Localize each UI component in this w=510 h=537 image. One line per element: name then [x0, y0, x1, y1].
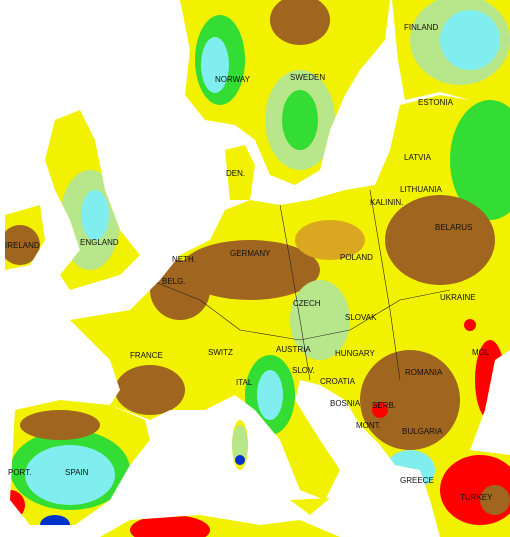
country-label: PORT.: [8, 468, 31, 477]
country-label: ENGLAND: [80, 238, 119, 247]
country-label: UKRAINE: [440, 293, 476, 302]
country-label: BELG.: [162, 277, 186, 286]
country-label: SLOVAK: [345, 313, 377, 322]
country-label: AUSTRIA: [276, 345, 311, 354]
country-labels: FINLAND NORWAY SWEDEN ESTONIA LATVIA DEN…: [5, 23, 493, 502]
country-label: GERMANY: [230, 249, 271, 258]
country-label: ROMANIA: [405, 368, 443, 377]
country-label: BOSNIA: [330, 399, 361, 408]
country-label: TURKEY: [460, 493, 493, 502]
country-label: CZECH: [293, 299, 321, 308]
country-label: KALININ.: [370, 198, 403, 207]
country-label: DEN.: [226, 169, 245, 178]
coastlines: [149, 189, 451, 381]
country-label: CROATIA: [320, 377, 356, 386]
country-label: ITAL: [236, 378, 253, 387]
country-label: POLAND: [340, 253, 373, 262]
country-label: SWEDEN: [290, 73, 325, 82]
country-label: IRELAND: [5, 241, 40, 250]
country-label: FRANCE: [130, 351, 163, 360]
country-label: MONT.: [356, 421, 381, 430]
country-label: BELARUS: [435, 223, 472, 232]
country-label: SERB.: [372, 401, 396, 410]
country-label: GREECE: [400, 476, 434, 485]
country-label: ESTONIA: [418, 98, 454, 107]
country-label: LATVIA: [404, 153, 432, 162]
country-label: SWITZ: [208, 348, 233, 357]
country-label: LITHUANIA: [400, 185, 442, 194]
country-label: HUNGARY: [335, 349, 376, 358]
country-label: NORWAY: [215, 75, 251, 84]
country-label: SLOV.: [292, 366, 315, 375]
country-label: NETH.: [172, 255, 196, 264]
country-label: FINLAND: [404, 23, 438, 32]
country-label: BULGARIA: [402, 427, 443, 436]
country-label: SPAIN: [65, 468, 89, 477]
country-label: MOL: [472, 348, 490, 357]
